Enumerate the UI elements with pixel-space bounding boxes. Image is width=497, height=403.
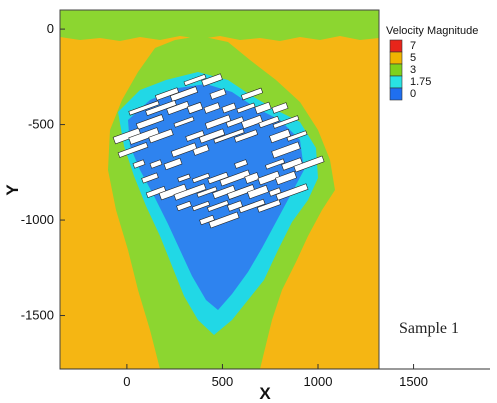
building-block bbox=[244, 172, 260, 184]
building-block bbox=[236, 102, 256, 114]
building-block bbox=[201, 73, 223, 87]
buildings-layer bbox=[112, 73, 325, 229]
building-block bbox=[192, 144, 210, 156]
y-axis-title: Y bbox=[3, 184, 22, 196]
legend-swatch bbox=[389, 39, 403, 53]
building-block bbox=[233, 129, 259, 143]
building-block bbox=[191, 172, 211, 184]
building-block bbox=[257, 170, 281, 186]
building-block bbox=[265, 158, 285, 170]
building-block bbox=[234, 159, 248, 169]
building-block bbox=[212, 185, 236, 199]
x-tick-label: 0 bbox=[123, 374, 130, 389]
building-block bbox=[208, 211, 240, 229]
building-block bbox=[271, 102, 289, 114]
building-block bbox=[186, 101, 204, 115]
building-block bbox=[275, 170, 297, 186]
building-block bbox=[141, 172, 159, 184]
building-block bbox=[166, 101, 190, 115]
building-block bbox=[221, 102, 237, 114]
legend-swatch bbox=[389, 63, 403, 77]
building-block bbox=[128, 100, 160, 116]
y-axis: 0 -500 -1000 -1500 bbox=[21, 21, 65, 323]
legend-label: 3 bbox=[410, 64, 416, 76]
building-block bbox=[145, 186, 167, 198]
legend-swatch bbox=[389, 87, 403, 101]
building-block bbox=[170, 142, 198, 158]
building-block bbox=[191, 200, 211, 212]
x-tick-label: 1500 bbox=[399, 374, 428, 389]
y-tick-label: -500 bbox=[28, 117, 54, 132]
building-block bbox=[281, 157, 303, 171]
legend-label: 0 bbox=[410, 88, 416, 100]
building-block bbox=[256, 199, 282, 213]
legend-label: 7 bbox=[410, 40, 416, 52]
building-block bbox=[272, 115, 300, 129]
legend-label: 5 bbox=[410, 52, 416, 64]
building-block bbox=[241, 114, 263, 130]
building-block bbox=[286, 130, 308, 142]
building-block bbox=[269, 128, 291, 144]
building-block bbox=[293, 155, 325, 173]
x-tick-label: 1000 bbox=[304, 374, 333, 389]
building-block bbox=[247, 184, 269, 200]
building-block bbox=[173, 183, 207, 201]
x-axis: 0 500 1000 1500 bbox=[123, 364, 428, 389]
building-block bbox=[240, 87, 264, 101]
building-block bbox=[169, 86, 199, 102]
building-block bbox=[254, 101, 272, 115]
y-tick-label: -1000 bbox=[21, 212, 54, 227]
building-block bbox=[148, 128, 174, 144]
top-edge-band bbox=[60, 10, 379, 41]
legend-label: 1.75 bbox=[410, 76, 431, 88]
building-block bbox=[128, 127, 160, 145]
building-block bbox=[135, 114, 165, 130]
building-block bbox=[258, 115, 280, 129]
building-block bbox=[238, 198, 266, 214]
y-tick-label: -1500 bbox=[21, 308, 54, 323]
building-block bbox=[199, 214, 215, 226]
plot-area bbox=[60, 10, 379, 369]
building-block bbox=[203, 102, 221, 114]
legend-title: Velocity Magnitude bbox=[386, 25, 478, 37]
building-block bbox=[173, 116, 195, 128]
building-block bbox=[268, 187, 282, 197]
building-block bbox=[198, 128, 226, 144]
legend-swatch bbox=[389, 51, 403, 65]
building-block bbox=[204, 114, 232, 130]
building-block bbox=[149, 159, 163, 169]
building-block bbox=[132, 159, 146, 169]
y-tick-label: 0 bbox=[47, 21, 54, 36]
x-axis-title: X bbox=[259, 384, 271, 403]
building-block bbox=[183, 73, 207, 87]
building-block bbox=[145, 99, 177, 117]
building-block bbox=[207, 200, 229, 212]
building-block bbox=[213, 128, 245, 144]
building-block bbox=[219, 169, 251, 187]
building-block bbox=[163, 157, 183, 171]
sample-annotation: Sample 1 bbox=[399, 320, 459, 337]
building-block bbox=[176, 200, 192, 212]
building-block bbox=[207, 171, 229, 185]
building-block bbox=[226, 184, 256, 200]
legend-swatch bbox=[389, 75, 403, 89]
building-block bbox=[117, 142, 149, 158]
building-block bbox=[209, 88, 227, 100]
building-block bbox=[177, 173, 191, 183]
building-block bbox=[275, 183, 309, 201]
building-block bbox=[225, 116, 245, 128]
x-tick-label: 500 bbox=[212, 374, 234, 389]
building-block bbox=[196, 186, 218, 198]
building-block bbox=[112, 127, 142, 145]
building-block bbox=[271, 141, 301, 159]
building-block bbox=[227, 200, 243, 212]
building-block bbox=[154, 87, 180, 101]
building-block bbox=[185, 130, 205, 142]
